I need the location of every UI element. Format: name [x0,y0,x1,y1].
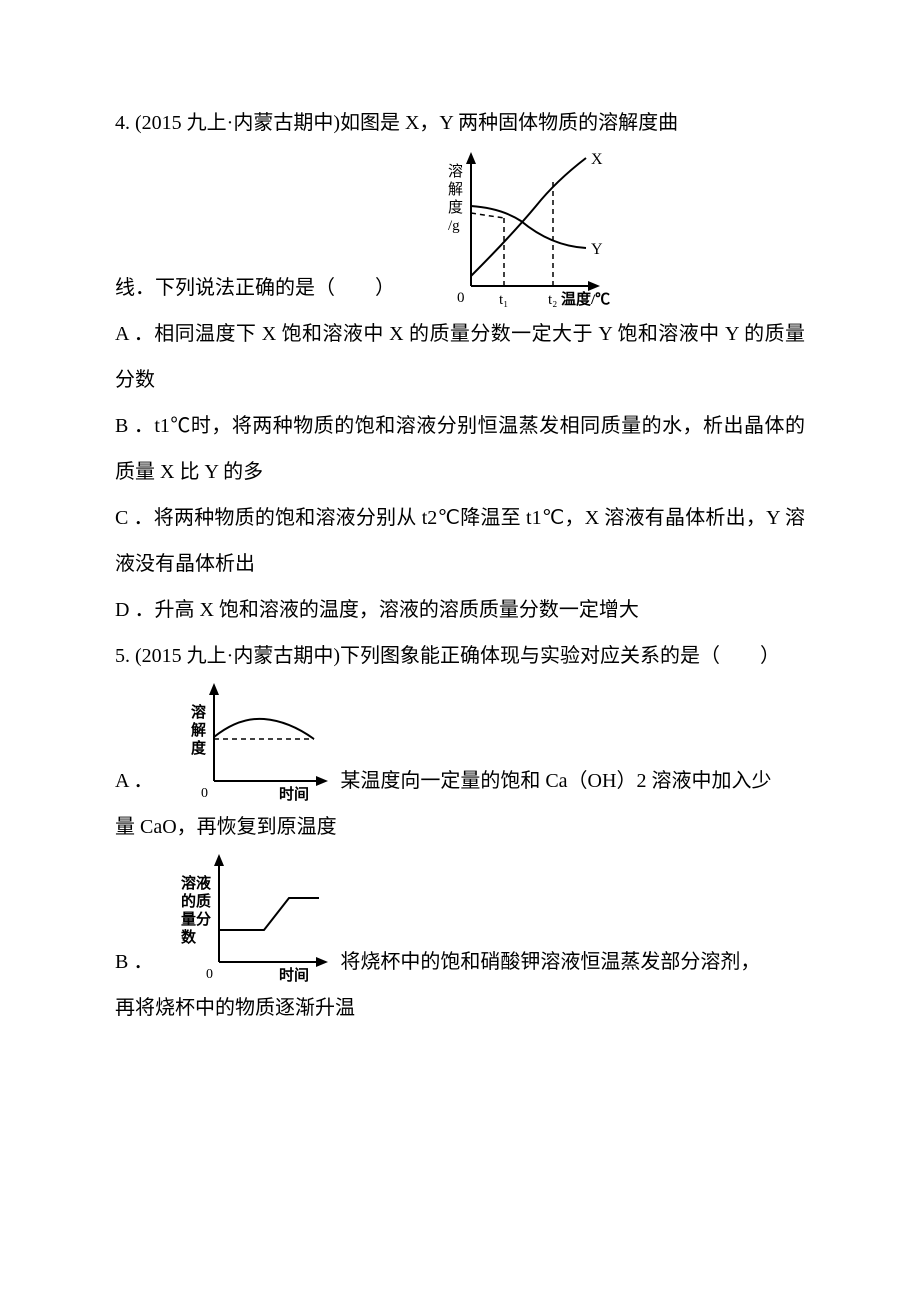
svg-text:度: 度 [191,739,207,757]
svg-text:量分: 量分 [181,911,211,928]
q5-optB-row: B ． 溶液的质量分数 0 时间 将烧杯中的饱和硝酸钾溶液恒温蒸发部分溶剂， [115,850,805,985]
svg-text:溶: 溶 [448,163,463,180]
q5-chartB: 溶液的质量分数 0 时间 [159,850,334,985]
q4-optB: B ．t1℃时，将两种物质的饱和溶液分别恒温蒸发相同质量的水，析出晶体的质量 X… [115,403,805,495]
q4-optC: C ．将两种物质的饱和溶液分别从 t2℃降温至 t1℃，X 溶液有晶体析出，Y … [115,495,805,587]
svg-text:解: 解 [191,721,206,739]
svg-text:数: 数 [181,928,197,946]
svg-text:溶: 溶 [191,703,206,721]
svg-text:/g: /g [448,218,460,234]
q4-lead-b-row: 线．下列说法正确的是（ ） 溶解度/g X Y 0 t₁ t₂温度/℃ [115,146,805,311]
svg-text:X: X [591,151,603,168]
q5-optA-text2: 量 CaO，再恢复到原温度 [115,804,805,850]
svg-text:Y: Y [591,241,603,258]
q5-chartA: 溶解度 0 时间 [159,679,334,804]
svg-text:时间: 时间 [279,966,309,984]
svg-text:0: 0 [457,290,465,306]
svg-text:t₁: t₁ [499,292,508,308]
q4-optD: D ．升高 X 饱和溶液的温度，溶液的溶质质量分数一定增大 [115,587,805,633]
svg-text:的质: 的质 [181,892,211,910]
q4-chart: 溶解度/g X Y 0 t₁ t₂温度/℃ [401,146,611,311]
svg-text:0: 0 [206,967,213,982]
svg-text:0: 0 [201,786,208,801]
q5-lead: 5. (2015 九上·内蒙古期中)下列图象能正确体现与实验对应关系的是（ ） [115,633,805,679]
q5-optA-text1: 某温度向一定量的饱和 Ca（OH）2 溶液中加入少 [340,758,771,804]
svg-text:溶液: 溶液 [181,874,212,892]
svg-text:解: 解 [448,181,463,198]
q4-optA: A ．相同温度下 X 饱和溶液中 X 的质量分数一定大于 Y 饱和溶液中 Y 的… [115,311,805,403]
svg-text:度: 度 [448,199,463,216]
svg-text:时间: 时间 [279,785,309,803]
svg-text:温度/℃: 温度/℃ [561,290,610,308]
q5-optB-label: B ． [115,939,153,985]
q5-optA-row: A ． 溶解度 0 时间 某温度向一定量的饱和 Ca（OH）2 溶液中加入少 [115,679,805,804]
q5-optA-label: A ． [115,758,153,804]
svg-text:t₂: t₂ [548,292,557,308]
q5-optB-text1: 将烧杯中的饱和硝酸钾溶液恒温蒸发部分溶剂， [340,939,760,985]
q4-lead-b: 线．下列说法正确的是（ ） [115,265,395,311]
q5-optB-text2: 再将烧杯中的物质逐渐升温 [115,985,805,1031]
q4-lead-a: 4. (2015 九上·内蒙古期中)如图是 X，Y 两种固体物质的溶解度曲 [115,100,805,146]
